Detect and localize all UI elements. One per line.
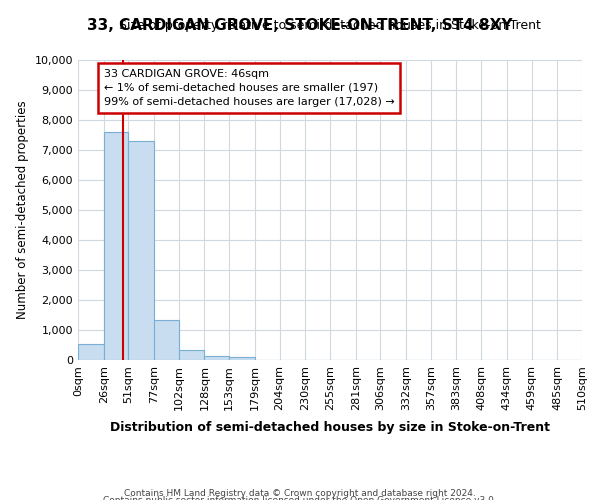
Bar: [78, 344, 104, 360]
Text: 33, CARDIGAN GROVE, STOKE-ON-TRENT, ST4 8XY: 33, CARDIGAN GROVE, STOKE-ON-TRENT, ST4 …: [87, 18, 513, 32]
Bar: [179, 350, 205, 360]
Text: Contains public sector information licensed under the Open Government Licence v3: Contains public sector information licen…: [103, 496, 497, 500]
Bar: [128, 141, 154, 360]
Bar: [104, 132, 128, 360]
X-axis label: Distribution of semi-detached houses by size in Stoke-on-Trent: Distribution of semi-detached houses by …: [110, 421, 550, 434]
Bar: [154, 320, 179, 360]
Title: Size of property relative to semi-detached houses in Stoke-on-Trent: Size of property relative to semi-detach…: [119, 20, 541, 32]
Y-axis label: Number of semi-detached properties: Number of semi-detached properties: [16, 100, 29, 320]
Text: 33 CARDIGAN GROVE: 46sqm
← 1% of semi-detached houses are smaller (197)
99% of s: 33 CARDIGAN GROVE: 46sqm ← 1% of semi-de…: [104, 69, 394, 107]
Bar: [205, 356, 229, 360]
Text: Contains HM Land Registry data © Crown copyright and database right 2024.: Contains HM Land Registry data © Crown c…: [124, 489, 476, 498]
Bar: [229, 357, 255, 360]
